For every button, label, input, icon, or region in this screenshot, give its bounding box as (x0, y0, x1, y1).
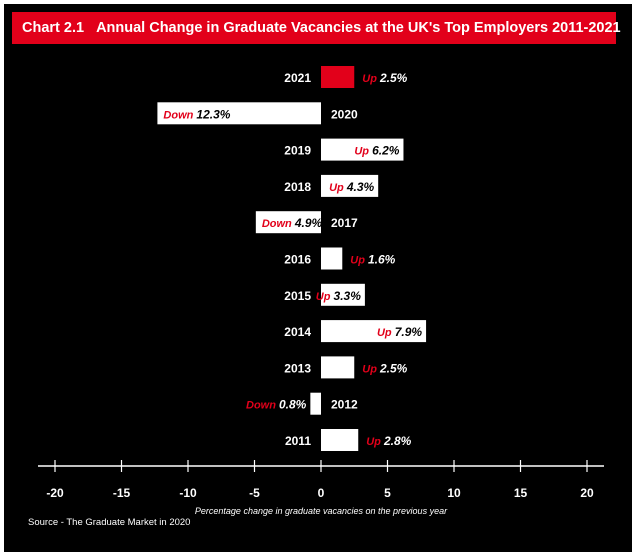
category-label: 2014 (284, 325, 311, 339)
x-tick-label: -15 (113, 486, 131, 500)
x-tick-label: 10 (447, 486, 461, 500)
x-tick-label: 20 (580, 486, 594, 500)
category-label: 2012 (331, 398, 358, 412)
value-label-2013: Up 2.5% (362, 361, 407, 375)
direction-label: Up (329, 182, 347, 194)
bar-2016 (321, 247, 343, 270)
category-label: 2021 (284, 71, 311, 85)
source-note: Source - The Graduate Market in 2020 (28, 517, 191, 528)
chart-title: Annual Change in Graduate Vacancies at t… (96, 20, 621, 36)
x-tick-label: -20 (46, 486, 64, 500)
value-label: 2.5% (379, 361, 408, 375)
value-label: 0.8% (279, 398, 307, 412)
category-label: 2019 (284, 144, 311, 158)
value-label: 3.3% (334, 289, 362, 303)
value-label-2012: Down 0.8% (246, 398, 307, 412)
category-label: 2017 (331, 216, 358, 230)
x-tick-label: 15 (514, 486, 528, 500)
bar-2021 (321, 66, 355, 88)
value-label: 6.2% (372, 144, 400, 158)
direction-label: Down (246, 400, 279, 412)
value-label-2020: Down 12.3% (163, 107, 230, 121)
category-label: 2013 (284, 361, 311, 375)
value-label: 4.9% (294, 216, 323, 230)
direction-label: Up (354, 146, 372, 158)
direction-label: Up (316, 291, 334, 303)
value-label: 12.3% (196, 107, 230, 121)
bar-2017 (255, 211, 321, 234)
value-label-2021: Up 2.5% (362, 71, 407, 85)
direction-label: Down (163, 109, 196, 121)
bar-2014 (321, 320, 427, 343)
value-label: 2.8% (383, 434, 412, 448)
x-tick-label: -5 (249, 486, 260, 500)
direction-label: Up (377, 327, 395, 339)
value-label: 4.3% (346, 180, 375, 194)
category-label: 2015 (284, 289, 311, 303)
value-label: 2.5% (379, 71, 408, 85)
bar-2015 (321, 283, 365, 306)
bar-2020 (157, 102, 321, 125)
bar-2018 (321, 174, 379, 197)
chart-frame (4, 4, 632, 552)
bar-2012 (310, 392, 321, 415)
direction-label: Up (362, 363, 380, 375)
direction-label: Up (350, 255, 368, 267)
title-bar: Chart 2.1 Annual Change in Graduate Vaca… (12, 12, 621, 44)
bar-2011 (321, 429, 359, 451)
value-label-2011: Up 2.8% (366, 434, 411, 448)
x-tick-label: 0 (318, 486, 325, 500)
x-tick-label: -10 (179, 486, 197, 500)
value-label-2016: Up 1.6% (350, 253, 395, 267)
direction-label: Up (362, 73, 380, 85)
value-label-2017: Down 4.9% (262, 216, 323, 230)
bar-2019 (321, 138, 404, 161)
direction-label: Up (366, 436, 384, 448)
value-label: 1.6% (368, 253, 396, 267)
category-label: 2020 (331, 107, 358, 121)
value-label-2015: Up 3.3% (316, 289, 361, 303)
category-label: 2011 (285, 434, 311, 448)
x-tick-label: 5 (384, 486, 391, 500)
direction-label: Down (262, 218, 295, 230)
value-label-2014: Up 7.9% (377, 325, 422, 339)
x-axis-title: Percentage change in graduate vacancies … (195, 506, 448, 516)
category-label: 2016 (284, 253, 311, 267)
chart-number: Chart 2.1 (22, 20, 85, 36)
category-label: 2018 (284, 180, 311, 194)
value-label-2019: Up 6.2% (354, 144, 399, 158)
value-label-2018: Up 4.3% (329, 180, 374, 194)
bar-2013 (321, 356, 355, 379)
value-label: 7.9% (395, 325, 423, 339)
